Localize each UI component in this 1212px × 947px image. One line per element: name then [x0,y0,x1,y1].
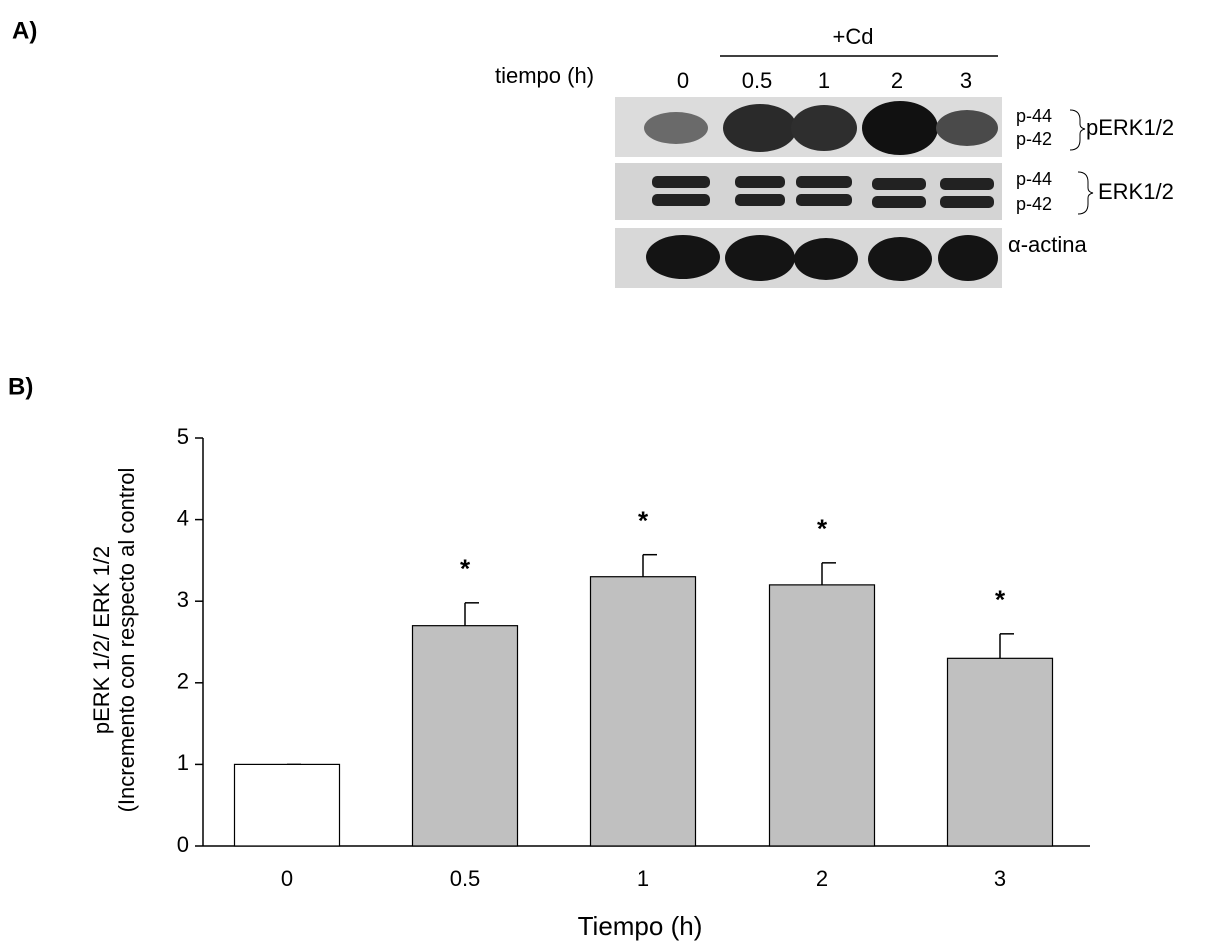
row-label: pERK1/2 [1086,115,1174,140]
y-tick-label: 2 [177,669,189,694]
band [936,110,998,146]
x-tick-label: 1 [637,866,649,891]
bar [235,764,340,846]
band [940,178,994,190]
blot [615,97,1002,288]
brace [1078,172,1093,214]
band [644,112,708,144]
band [868,237,932,281]
brace [1070,110,1085,150]
band [796,194,852,206]
band [794,238,858,280]
band-label: p-42 [1016,129,1052,149]
y-tick-label: 5 [177,424,189,449]
y-axis-title: (Incremento con respecto al control [114,468,139,813]
x-tick-label: 3 [994,866,1006,891]
y-tick-label: 4 [177,505,189,530]
page: A) +Cd tiempo (h) 0 0.5 1 2 3 p-44 p-42 [0,0,1212,947]
significance-marker: * [817,514,828,544]
band [725,235,795,281]
lane-label: 0 [677,68,689,93]
panel-label: A) [12,17,37,44]
band [646,235,720,279]
lane-label: 3 [960,68,972,93]
y-tick-label: 3 [177,587,189,612]
bar [770,585,875,846]
significance-marker: * [995,585,1006,615]
band [940,196,994,208]
x-tick-label: 2 [816,866,828,891]
band [791,105,857,151]
band-label: p-42 [1016,194,1052,214]
y-tick-label: 0 [177,832,189,857]
band [872,196,926,208]
band [796,176,852,188]
band [735,176,785,188]
treatment-label: +Cd [833,24,874,49]
y-axis-title: pERK 1/2/ ERK 1/2 [89,546,114,734]
band [652,194,710,206]
band-label: p-44 [1016,106,1052,126]
bar [591,577,696,846]
lane-label: 0.5 [742,68,773,93]
band [938,235,998,281]
figure: A) +Cd tiempo (h) 0 0.5 1 2 3 p-44 p-42 [0,0,1212,947]
row-label: α-actina [1008,232,1088,257]
bar [413,626,518,846]
band [862,101,938,155]
lane-label: 2 [891,68,903,93]
time-label: tiempo (h) [495,63,594,88]
x-axis-title: Tiempo (h) [578,911,703,941]
x-tick-label: 0 [281,866,293,891]
band [872,178,926,190]
blot-strip [615,163,1002,220]
significance-marker: * [460,554,471,584]
panel-label: B) [8,373,33,400]
lane-label: 1 [818,68,830,93]
x-tick-label: 0.5 [450,866,481,891]
band [652,176,710,188]
band [723,104,797,152]
y-tick-label: 1 [177,750,189,775]
row-label: ERK1/2 [1098,179,1174,204]
band [735,194,785,206]
significance-marker: * [638,506,649,536]
bar [948,658,1053,846]
band-label: p-44 [1016,169,1052,189]
